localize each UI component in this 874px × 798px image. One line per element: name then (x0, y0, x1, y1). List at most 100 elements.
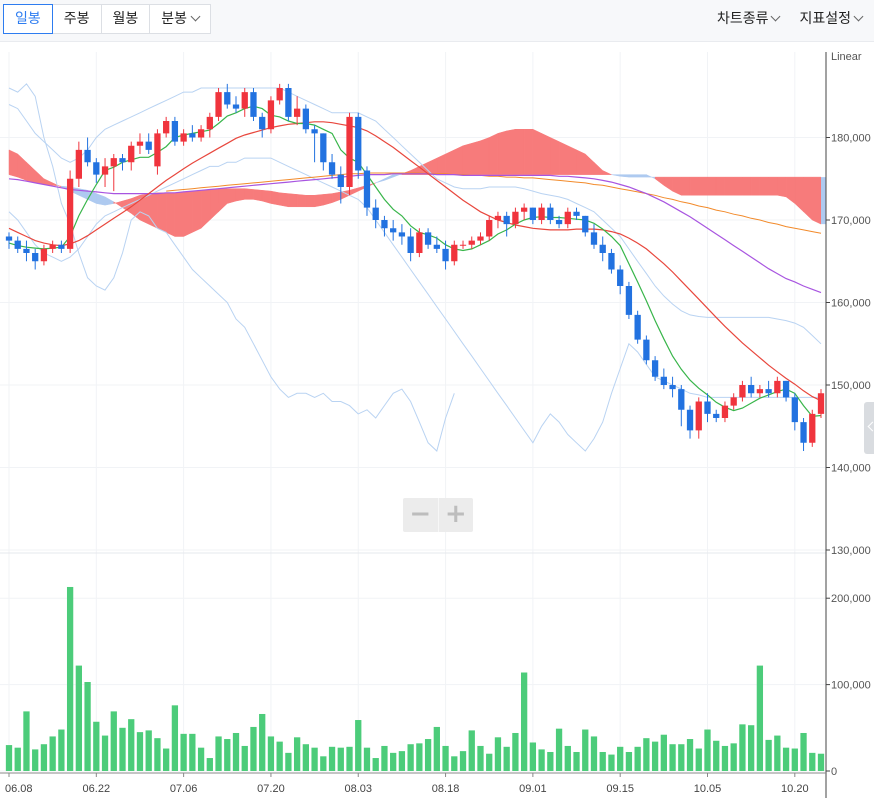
band-upper-line (8, 87, 822, 345)
candle-body (520, 207, 528, 212)
candle-body (232, 104, 240, 109)
tab-monthly[interactable]: 월봉 (101, 4, 151, 34)
cloud-segment (17, 153, 27, 181)
candle-body (721, 405, 729, 418)
candle-body (197, 129, 205, 138)
volume-bar (189, 733, 196, 771)
candle-body (110, 158, 117, 167)
candle-body (739, 385, 746, 398)
candle-body (49, 244, 56, 249)
zoom-in-button[interactable]: + (444, 499, 467, 529)
volume-bar (555, 728, 563, 771)
candle-body (433, 244, 440, 249)
candle-body (669, 385, 676, 390)
candle-body (686, 409, 694, 431)
chart-type-menu[interactable]: 차트종류 (717, 4, 781, 34)
cloud-segment (218, 188, 228, 213)
cloud-segment (235, 188, 245, 202)
candle-body (555, 220, 563, 225)
cloud-segment (261, 190, 272, 204)
cloud-segment (541, 132, 551, 175)
candle-body (695, 401, 702, 431)
cloud-segment (646, 174, 656, 180)
tab-weekly-label: 주봉 (63, 11, 90, 27)
candle-body (145, 141, 152, 150)
candle-body (782, 380, 790, 398)
cloud-segment (785, 176, 796, 205)
side-panel-toggle[interactable] (864, 402, 874, 454)
date-tick-label: 10.20 (781, 783, 809, 795)
volume-bar (320, 756, 327, 771)
volume-bar (328, 746, 336, 771)
stock-chart[interactable]: Linear 130,000 140,000 150,000 160,000 170,0… (0, 42, 874, 798)
volume-bar (660, 734, 667, 771)
volume-bar (14, 747, 21, 771)
date-tick-label: 06.08 (5, 783, 33, 795)
volume-bar (337, 747, 344, 771)
cloud-segment (707, 176, 717, 196)
candle-body (23, 248, 30, 253)
indicator-settings-menu[interactable]: 지표설정 (799, 4, 864, 34)
volume-bar (433, 726, 440, 771)
cloud-segment (523, 129, 534, 175)
zoom-out-button[interactable]: − (403, 498, 439, 532)
moving-averages (8, 105, 822, 418)
cloud-segment (812, 176, 822, 225)
candle-body (529, 207, 537, 220)
volume-bar (197, 747, 205, 771)
cloud-segment (174, 191, 184, 237)
chevron-down-icon (771, 11, 781, 22)
ma20-line (8, 121, 822, 402)
candle-body (451, 244, 458, 262)
lagging-span-line (8, 83, 455, 452)
cloud-segment (733, 176, 743, 196)
cloud-segment (445, 149, 455, 175)
candle-body (293, 108, 301, 117)
candle-body (224, 92, 231, 105)
cloud-segment (253, 189, 263, 202)
cloud-segment (488, 132, 499, 175)
volume-bar (372, 758, 379, 771)
candle-body (494, 215, 502, 220)
candle-body (93, 162, 100, 175)
cloud-segment (384, 174, 394, 181)
cloud-segment (26, 161, 36, 184)
cloud-segment (296, 194, 307, 208)
candle-body (32, 253, 39, 262)
cloud-segment (742, 176, 752, 196)
volume-bar (669, 744, 676, 771)
candle-body (617, 269, 624, 286)
date-tick-label: 07.06 (170, 783, 198, 795)
tab-daily[interactable]: 일봉 (3, 4, 53, 34)
cloud-segment (821, 177, 826, 225)
volume-bar (32, 749, 39, 771)
tab-minute[interactable]: 분봉 (150, 4, 212, 34)
tab-weekly[interactable]: 주봉 (52, 4, 102, 34)
cloud-segment (183, 190, 193, 237)
candle-body (424, 232, 432, 245)
cloud-segment (209, 188, 219, 221)
candle-body (800, 422, 807, 443)
volume-bar (381, 745, 388, 771)
volume-bar (302, 744, 310, 771)
candle-body (817, 393, 825, 414)
cloud-segment (104, 196, 115, 206)
cloud-segment (331, 191, 342, 204)
candle-body (398, 232, 406, 237)
volume-bar (259, 713, 266, 771)
date-tick-label: 09.01 (519, 783, 547, 795)
candle-body (5, 236, 13, 241)
volume-bar (800, 732, 807, 771)
candle-body (189, 133, 196, 138)
chevron-down-icon (853, 11, 864, 22)
ma60-line (8, 173, 822, 294)
date-tick-label: 08.18 (432, 783, 460, 795)
volume-bar (180, 733, 187, 771)
cloud-segment (803, 176, 813, 221)
volume-bar (58, 729, 65, 771)
volume-bar (119, 727, 126, 771)
candle-body (660, 376, 667, 385)
volume-tick-label: 0 (831, 766, 837, 778)
volume-bar (678, 744, 685, 771)
volume-bars (5, 586, 825, 771)
